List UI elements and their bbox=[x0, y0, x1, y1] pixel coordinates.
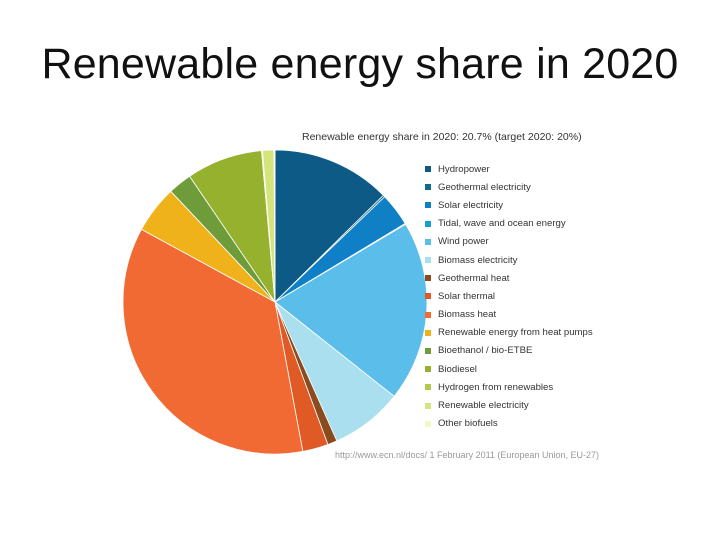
legend-item-9: Renewable energy from heat pumps bbox=[425, 324, 593, 342]
legend-swatch bbox=[425, 293, 431, 300]
legend-swatch bbox=[425, 202, 431, 209]
legend-item-8: Biomass heat bbox=[425, 306, 593, 324]
legend-label: Wind power bbox=[438, 236, 489, 248]
legend-label: Hydrogen from renewables bbox=[438, 381, 554, 393]
source-note: http://www.ecn.nl/docs/ 1 February 2011 … bbox=[335, 450, 599, 460]
legend-item-11: Biodiesel bbox=[425, 360, 593, 378]
legend-label: Biomass electricity bbox=[438, 254, 518, 266]
legend-swatch bbox=[425, 220, 431, 227]
legend-label: Renewable electricity bbox=[438, 400, 529, 412]
legend-swatch bbox=[425, 402, 431, 409]
legend-swatch bbox=[425, 238, 431, 245]
legend-item-12: Hydrogen from renewables bbox=[425, 378, 593, 396]
chart-title: Renewable energy share in 2020: 20.7% (t… bbox=[302, 131, 582, 143]
legend-item-13: Renewable electricity bbox=[425, 396, 593, 414]
slide-title: Renewable energy share in 2020 bbox=[41, 40, 679, 88]
legend-item-1: Geothermal electricity bbox=[425, 178, 593, 196]
legend-label: Hydropower bbox=[438, 163, 490, 175]
legend-item-0: Hydropower bbox=[425, 160, 593, 178]
legend-label: Biomass heat bbox=[438, 309, 497, 321]
legend-label: Solar thermal bbox=[438, 290, 496, 302]
legend-item-14: Other biofuels bbox=[425, 415, 593, 433]
legend-label: Solar electricity bbox=[438, 199, 504, 211]
legend-swatch bbox=[425, 184, 431, 191]
legend-item-7: Solar thermal bbox=[425, 287, 593, 305]
legend-swatch bbox=[425, 366, 431, 373]
legend-label: Bioethanol / bio-ETBE bbox=[438, 345, 533, 357]
legend-swatch bbox=[425, 347, 431, 354]
pie-slice-8 bbox=[122, 228, 304, 455]
legend-swatch bbox=[425, 384, 431, 391]
pie-slice-14 bbox=[273, 149, 276, 303]
legend-label: Other biofuels bbox=[438, 418, 498, 430]
pie-chart bbox=[122, 149, 428, 455]
legend-swatch bbox=[425, 311, 431, 318]
legend-item-5: Biomass electricity bbox=[425, 251, 593, 269]
legend-item-2: Solar electricity bbox=[425, 196, 593, 214]
pie-slice-0 bbox=[274, 149, 384, 303]
legend-swatch bbox=[425, 257, 431, 264]
legend-label: Biodiesel bbox=[438, 363, 477, 375]
legend-swatch bbox=[425, 166, 431, 173]
legend-item-3: Tidal, wave and ocean energy bbox=[425, 215, 593, 233]
legend-item-6: Geothermal heat bbox=[425, 269, 593, 287]
legend-swatch bbox=[425, 329, 431, 336]
legend-label: Geothermal electricity bbox=[438, 181, 531, 193]
legend-label: Tidal, wave and ocean energy bbox=[438, 218, 566, 230]
legend-label: Geothermal heat bbox=[438, 272, 510, 284]
legend-item-10: Bioethanol / bio-ETBE bbox=[425, 342, 593, 360]
legend-label: Renewable energy from heat pumps bbox=[438, 327, 593, 339]
legend-swatch bbox=[425, 275, 431, 282]
legend-item-4: Wind power bbox=[425, 233, 593, 251]
legend-swatch bbox=[425, 420, 431, 427]
chart-legend: Hydropower Geothermal electricity Solar el… bbox=[425, 160, 593, 433]
